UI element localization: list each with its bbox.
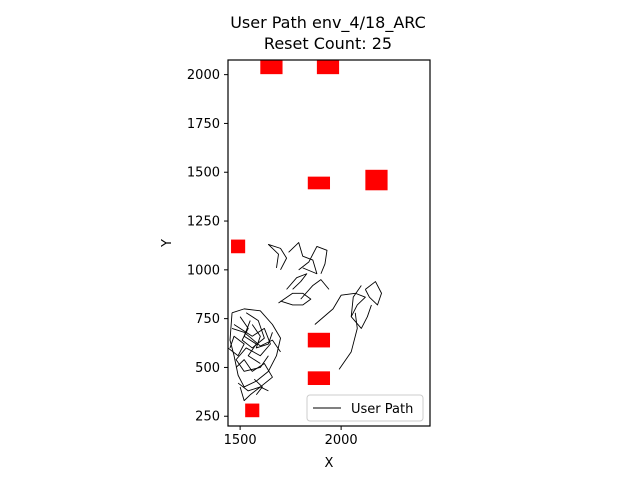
user-path-segment	[300, 279, 330, 300]
user-path-segment	[228, 335, 245, 357]
y-tick-label: 500	[195, 361, 220, 376]
x-axis-label: X	[325, 456, 334, 471]
chart-subtitle: Reset Count: 25	[264, 34, 392, 53]
obstacle-marker	[307, 332, 331, 348]
obstacle-marker	[307, 371, 331, 386]
y-ticks: 250 500 750 1000 1250 1500 1750 2000	[187, 68, 228, 425]
user-path-segment	[286, 273, 308, 290]
legend-box	[306, 394, 424, 422]
y-tick-label: 1500	[187, 166, 220, 181]
x-tick-label: 2000	[325, 433, 358, 448]
obstacle-marker	[231, 239, 246, 254]
legend-label: User Path	[351, 402, 413, 417]
obstacles-layer	[231, 60, 388, 418]
obstacle-marker	[245, 403, 260, 418]
x-ticks: 1500 2000	[224, 426, 358, 448]
obstacle-marker	[365, 169, 388, 191]
y-axis-label: Y	[160, 239, 175, 248]
user-path-segment	[233, 324, 271, 372]
user-path-segment	[231, 327, 281, 353]
user-path-segment	[350, 285, 372, 329]
user-path-segment	[298, 245, 328, 274]
user-path-segment	[239, 312, 265, 349]
y-tick-label: 750	[195, 312, 220, 327]
user-path-segment	[243, 320, 261, 364]
user-path-segment	[251, 324, 273, 349]
y-tick-label: 1000	[187, 263, 220, 278]
y-tick-label: 1250	[187, 215, 220, 230]
obstacle-marker	[316, 60, 340, 75]
legend: User Path	[306, 394, 424, 422]
chart-title: User Path env_4/18_ARC	[230, 13, 426, 33]
user-path-segment	[288, 242, 318, 275]
user-path-segment	[253, 378, 263, 396]
user-path-segment	[364, 281, 382, 306]
obstacle-marker	[307, 176, 331, 190]
user-path-segment	[229, 308, 281, 388]
y-tick-label: 2000	[187, 68, 220, 83]
y-tick-label: 250	[195, 410, 220, 425]
user-path-layer	[228, 242, 382, 402]
plot-frame	[227, 59, 431, 427]
user-path-segment	[267, 244, 288, 271]
user-path-segment	[235, 359, 273, 392]
user-path-segment	[314, 292, 366, 325]
obstacle-marker	[260, 60, 283, 75]
user-path-segment	[239, 386, 269, 402]
x-tick-label: 1500	[224, 433, 257, 448]
y-tick-label: 1750	[187, 117, 220, 132]
user-path-segment	[338, 312, 358, 370]
user-path-segment	[278, 292, 312, 306]
